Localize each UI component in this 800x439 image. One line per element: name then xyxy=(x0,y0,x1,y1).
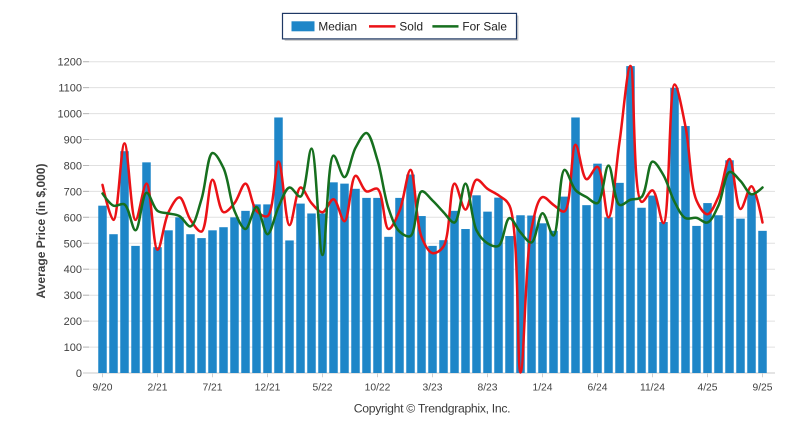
svg-text:0: 0 xyxy=(76,368,82,380)
svg-text:6/24: 6/24 xyxy=(587,382,607,393)
svg-text:600: 600 xyxy=(64,212,82,224)
svg-text:Median: Median xyxy=(318,20,357,34)
svg-text:4/25: 4/25 xyxy=(697,382,717,393)
svg-text:2/21: 2/21 xyxy=(147,382,167,393)
svg-text:For Sale: For Sale xyxy=(462,20,507,34)
svg-text:3/23: 3/23 xyxy=(422,382,442,393)
svg-text:100: 100 xyxy=(64,342,82,354)
svg-text:1/24: 1/24 xyxy=(532,382,552,393)
svg-text:9/25: 9/25 xyxy=(752,382,772,393)
svg-text:Sold: Sold xyxy=(399,20,423,34)
svg-text:5/22: 5/22 xyxy=(312,382,332,393)
svg-text:500: 500 xyxy=(64,238,82,250)
svg-text:1200: 1200 xyxy=(58,57,82,69)
svg-text:800: 800 xyxy=(64,161,82,173)
svg-text:400: 400 xyxy=(64,264,82,276)
svg-text:Copyright © Trendgraphix, Inc.: Copyright © Trendgraphix, Inc. xyxy=(354,402,510,416)
svg-text:300: 300 xyxy=(64,290,82,302)
svg-text:11/24: 11/24 xyxy=(640,382,665,393)
svg-text:200: 200 xyxy=(64,316,82,328)
svg-text:7/21: 7/21 xyxy=(202,382,222,393)
svg-text:8/23: 8/23 xyxy=(477,382,497,393)
svg-text:Average Price (in $,000): Average Price (in $,000) xyxy=(34,164,48,299)
svg-text:1000: 1000 xyxy=(58,109,82,121)
svg-text:9/20: 9/20 xyxy=(92,382,112,393)
svg-text:900: 900 xyxy=(64,135,82,147)
svg-text:10/22: 10/22 xyxy=(365,382,391,393)
svg-text:1100: 1100 xyxy=(58,83,82,95)
svg-text:700: 700 xyxy=(64,186,82,198)
svg-text:12/21: 12/21 xyxy=(255,382,281,393)
